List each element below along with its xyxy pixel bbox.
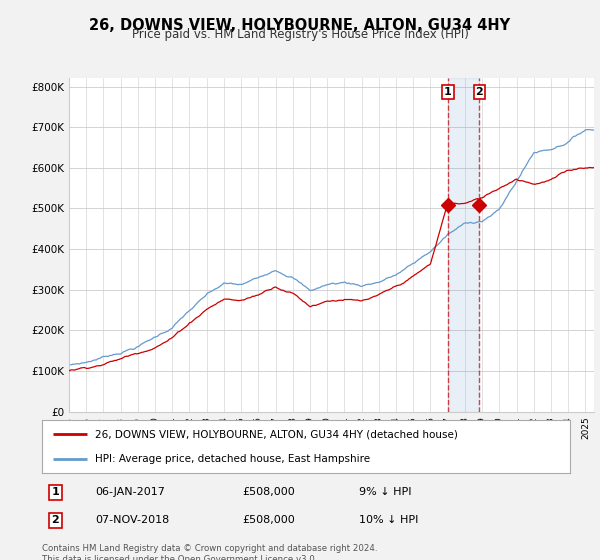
Text: 2: 2 xyxy=(476,87,484,97)
Text: Price paid vs. HM Land Registry's House Price Index (HPI): Price paid vs. HM Land Registry's House … xyxy=(131,28,469,41)
Text: £508,000: £508,000 xyxy=(242,515,295,525)
Bar xyxy=(448,78,479,412)
Text: 1: 1 xyxy=(52,487,59,497)
Text: 06-JAN-2017: 06-JAN-2017 xyxy=(95,487,164,497)
Text: Contains HM Land Registry data © Crown copyright and database right 2024.
This d: Contains HM Land Registry data © Crown c… xyxy=(42,544,377,560)
Text: £508,000: £508,000 xyxy=(242,487,295,497)
Text: 26, DOWNS VIEW, HOLYBOURNE, ALTON, GU34 4HY (detached house): 26, DOWNS VIEW, HOLYBOURNE, ALTON, GU34 … xyxy=(95,430,458,440)
Text: 26, DOWNS VIEW, HOLYBOURNE, ALTON, GU34 4HY: 26, DOWNS VIEW, HOLYBOURNE, ALTON, GU34 … xyxy=(89,18,511,33)
Text: 9% ↓ HPI: 9% ↓ HPI xyxy=(359,487,412,497)
Text: 1: 1 xyxy=(444,87,452,97)
Text: 07-NOV-2018: 07-NOV-2018 xyxy=(95,515,169,525)
Text: 2: 2 xyxy=(52,515,59,525)
Text: 10% ↓ HPI: 10% ↓ HPI xyxy=(359,515,418,525)
Text: HPI: Average price, detached house, East Hampshire: HPI: Average price, detached house, East… xyxy=(95,454,370,464)
